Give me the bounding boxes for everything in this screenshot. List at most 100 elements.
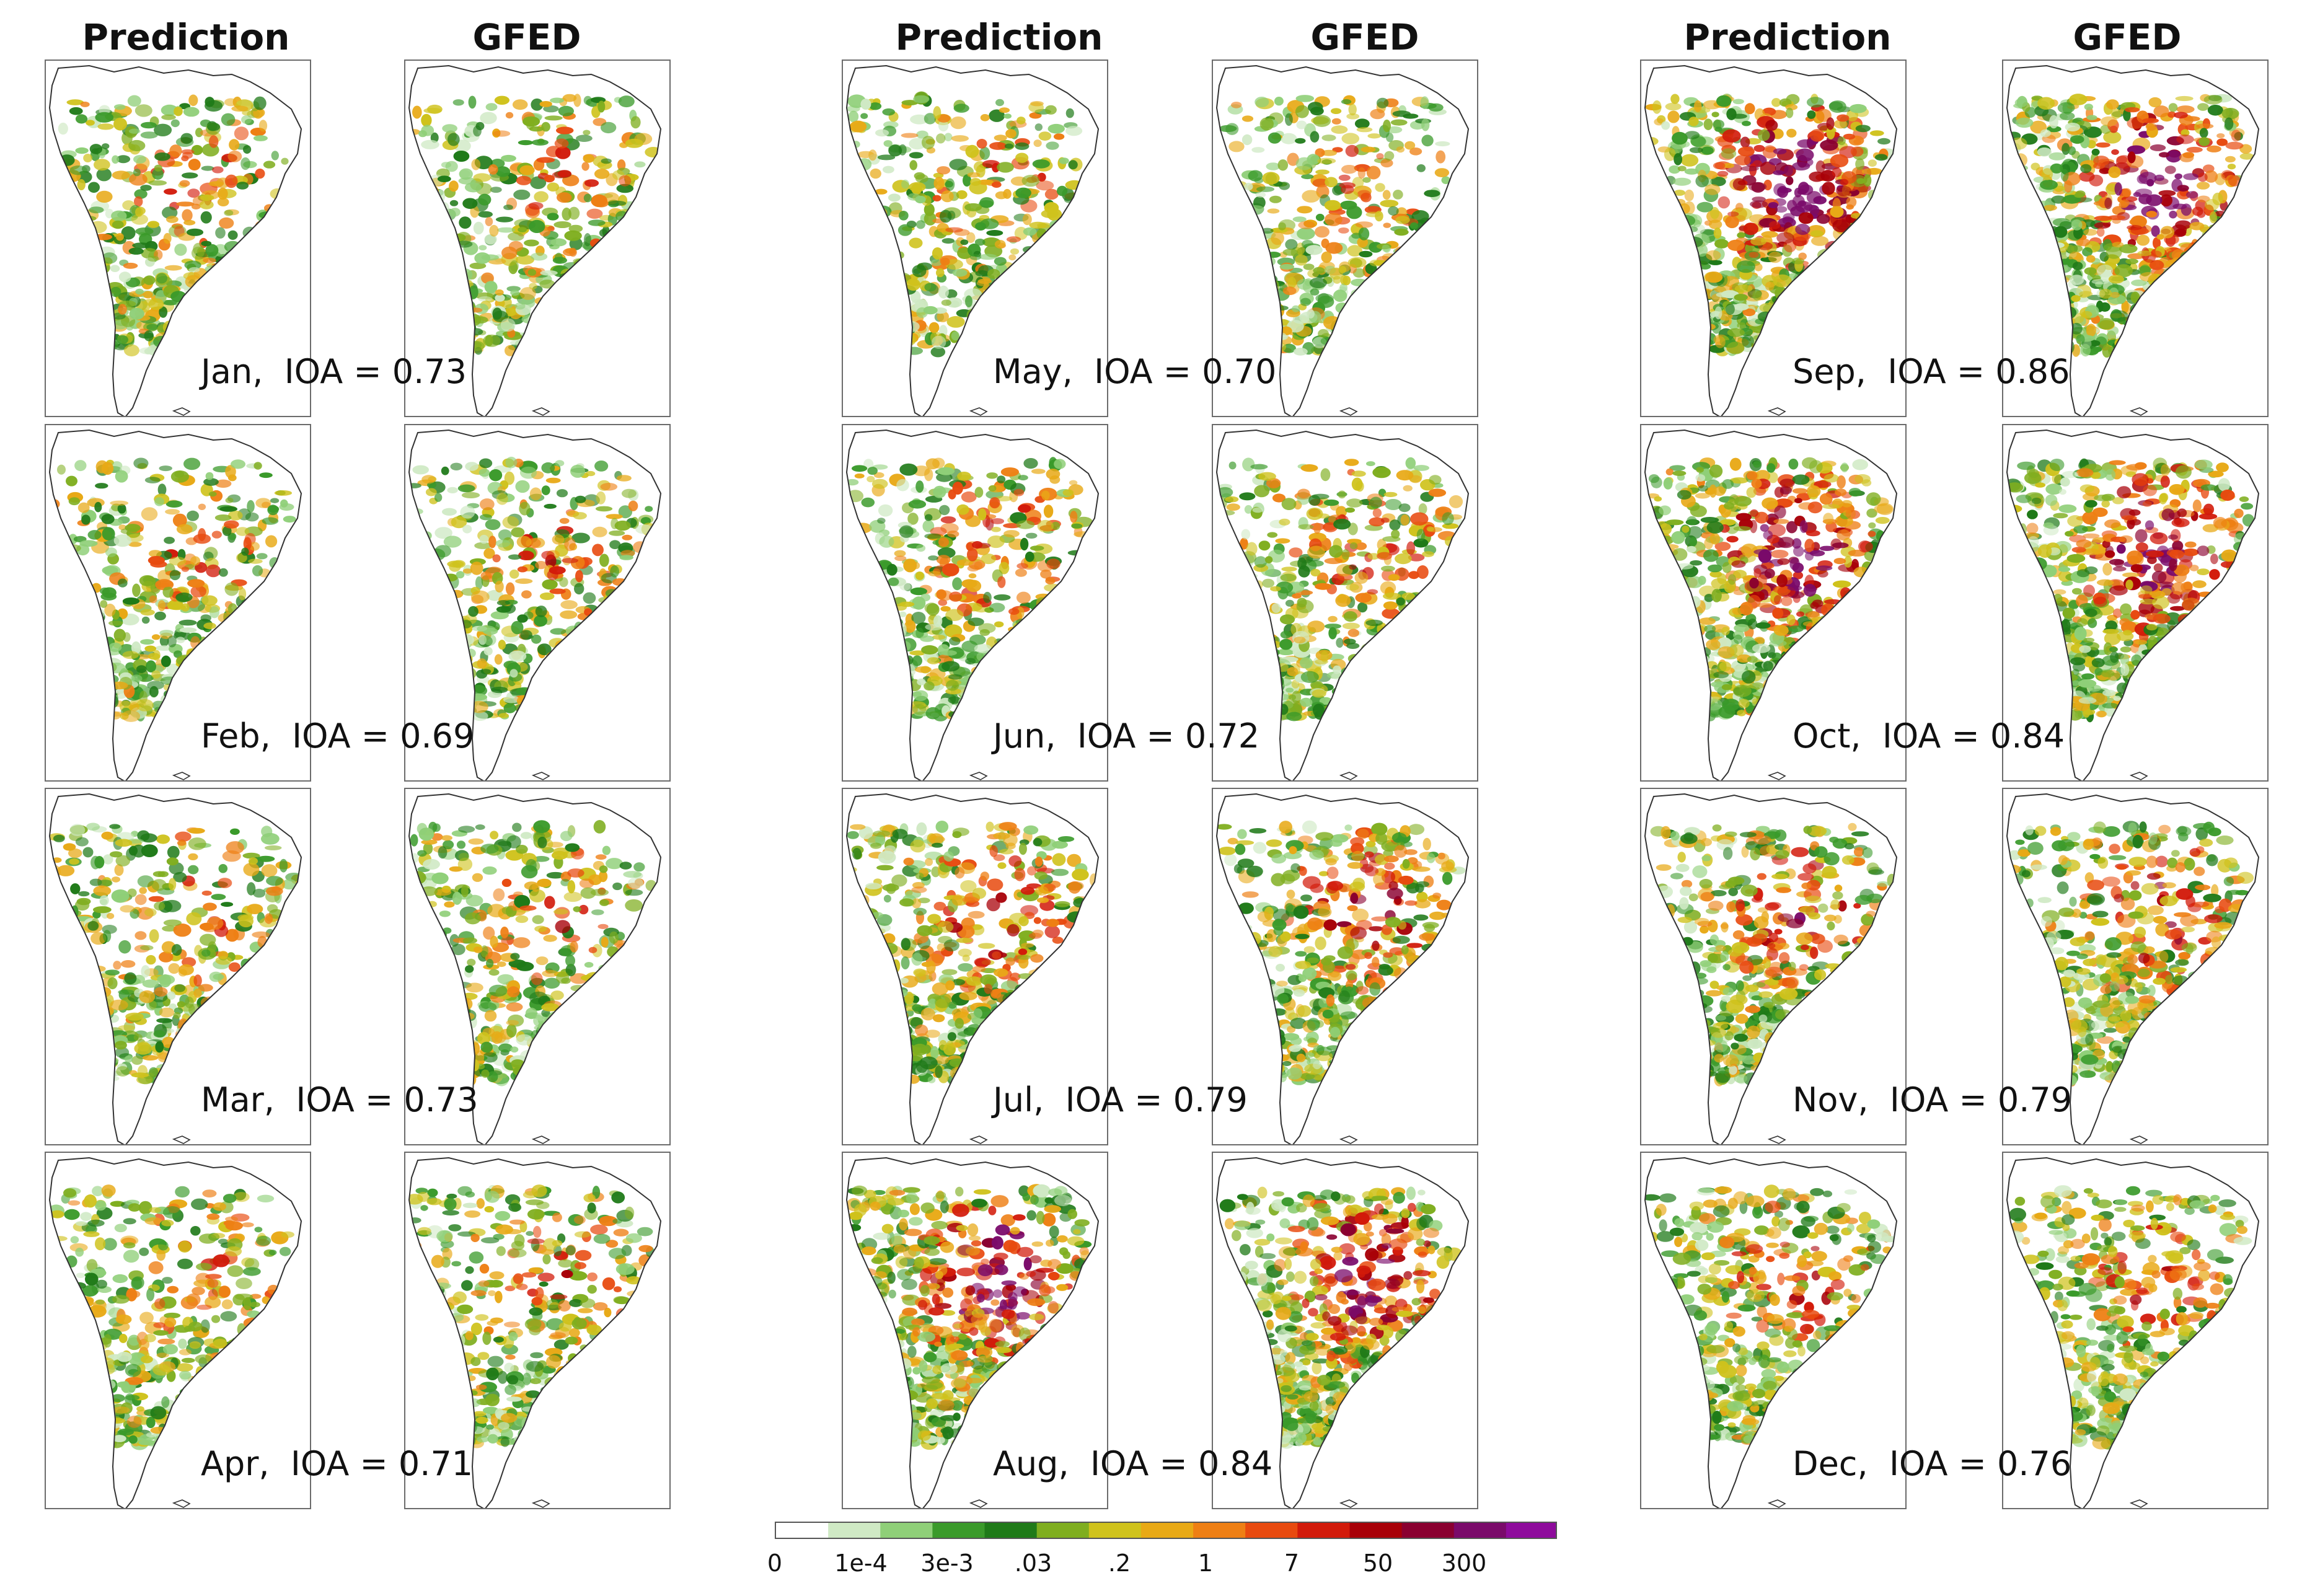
fire-cell: [490, 935, 498, 948]
fire-cell: [595, 854, 607, 860]
fire-cell: [224, 582, 239, 596]
fire-cell: [105, 969, 120, 976]
fire-cell: [164, 1312, 181, 1319]
fire-cell: [262, 517, 279, 525]
fire-cell: [1331, 108, 1342, 114]
fire-cell: [169, 343, 184, 350]
fire-cell: [1002, 274, 1020, 288]
fire-cell: [87, 1219, 105, 1227]
fire-cell: [189, 294, 198, 302]
fire-cell: [205, 1365, 221, 1379]
fire-cell: [188, 94, 198, 107]
fire-cell: [283, 516, 296, 523]
fire-cell: [162, 586, 174, 598]
fire-cell: [994, 621, 1004, 628]
fire-cell: [946, 297, 963, 308]
fire-cell: [1297, 206, 1313, 214]
fire-cell: [938, 285, 949, 299]
fire-cell: [900, 302, 911, 311]
fire-cell: [942, 661, 960, 672]
fire-cell: [188, 1321, 203, 1332]
fire-cell: [225, 465, 236, 478]
fire-cell: [987, 268, 1000, 280]
fire-cell: [469, 693, 488, 701]
fire-cell: [555, 920, 571, 933]
fire-cell: [949, 159, 968, 170]
fire-cell: [946, 679, 959, 691]
fire-cell: [245, 512, 259, 522]
fire-cell: [1020, 905, 1039, 916]
fire-cell: [560, 268, 575, 278]
fire-cell: [464, 912, 481, 925]
fire-cell: [626, 1276, 642, 1285]
fire-cell: [1030, 545, 1044, 551]
panel-apr-gfed-falklands: [531, 1499, 550, 1508]
fire-cell: [1047, 123, 1065, 134]
fire-cell: [193, 988, 202, 998]
fire-cell: [989, 485, 997, 492]
fire-cell: [972, 686, 982, 699]
fire-cell: [519, 466, 537, 479]
panel-jun-prediction-falklands: [969, 772, 988, 780]
fire-cell: [456, 840, 466, 849]
fire-cell: [90, 932, 107, 945]
fire-cell: [498, 713, 509, 718]
fire-cell: [570, 941, 578, 953]
fire-cell: [1355, 666, 1373, 680]
fire-cell: [100, 593, 117, 601]
fire-cell: [460, 505, 475, 519]
fire-cell: [544, 294, 553, 303]
fire-cell: [103, 930, 112, 943]
fire-cell: [609, 540, 621, 549]
fire-cell: [1318, 328, 1329, 338]
fire-cell: [238, 588, 247, 601]
fire-cell: [1271, 603, 1281, 613]
fire-cell: [1409, 222, 1418, 229]
fire-cell: [604, 962, 614, 974]
fire-cell: [220, 1311, 237, 1322]
fire-cell: [1046, 469, 1061, 480]
fire-cell: [911, 183, 922, 195]
fire-cell: [531, 1062, 545, 1072]
fire-cell: [915, 627, 924, 638]
fire-cell: [606, 858, 623, 870]
fire-cell: [1309, 277, 1327, 289]
fire-cell: [140, 185, 152, 191]
fire-cell: [997, 576, 1006, 588]
fire-cell: [442, 1210, 459, 1216]
fire-cell: [922, 136, 935, 149]
fire-cell: [434, 527, 452, 539]
fire-cell: [625, 138, 643, 148]
fire-cell: [1352, 667, 1364, 680]
fire-cell: [1353, 307, 1370, 321]
fire-cell: [1333, 519, 1351, 530]
fire-cell: [1044, 202, 1059, 214]
fire-cell: [156, 273, 167, 284]
fire-cell: [176, 675, 195, 686]
fire-cell: [174, 984, 186, 992]
fire-cell: [107, 912, 115, 919]
fire-cell: [1349, 564, 1357, 570]
fire-cell: [195, 128, 203, 138]
fire-cell: [1370, 640, 1380, 646]
fire-cell: [1393, 264, 1404, 276]
fire-cell: [1325, 177, 1338, 188]
fire-cell: [107, 1051, 115, 1057]
fire-cell: [975, 270, 989, 277]
fire-cell: [875, 188, 888, 195]
fire-cell: [516, 536, 532, 548]
fire-cell: [960, 239, 969, 245]
fire-cell: [174, 244, 187, 256]
panel-jan-gfed-map: [408, 64, 662, 416]
fire-cell: [135, 207, 143, 217]
fire-cell: [586, 208, 603, 219]
fire-cell: [941, 190, 954, 203]
fire-cell: [231, 459, 245, 469]
fire-cell: [1338, 692, 1349, 703]
fire-cell: [1038, 131, 1052, 141]
fire-cell: [462, 937, 477, 944]
fire-cell: [113, 534, 131, 547]
fire-cell: [484, 1010, 497, 1022]
fire-cell: [162, 1206, 182, 1219]
fire-cell: [604, 1307, 612, 1318]
